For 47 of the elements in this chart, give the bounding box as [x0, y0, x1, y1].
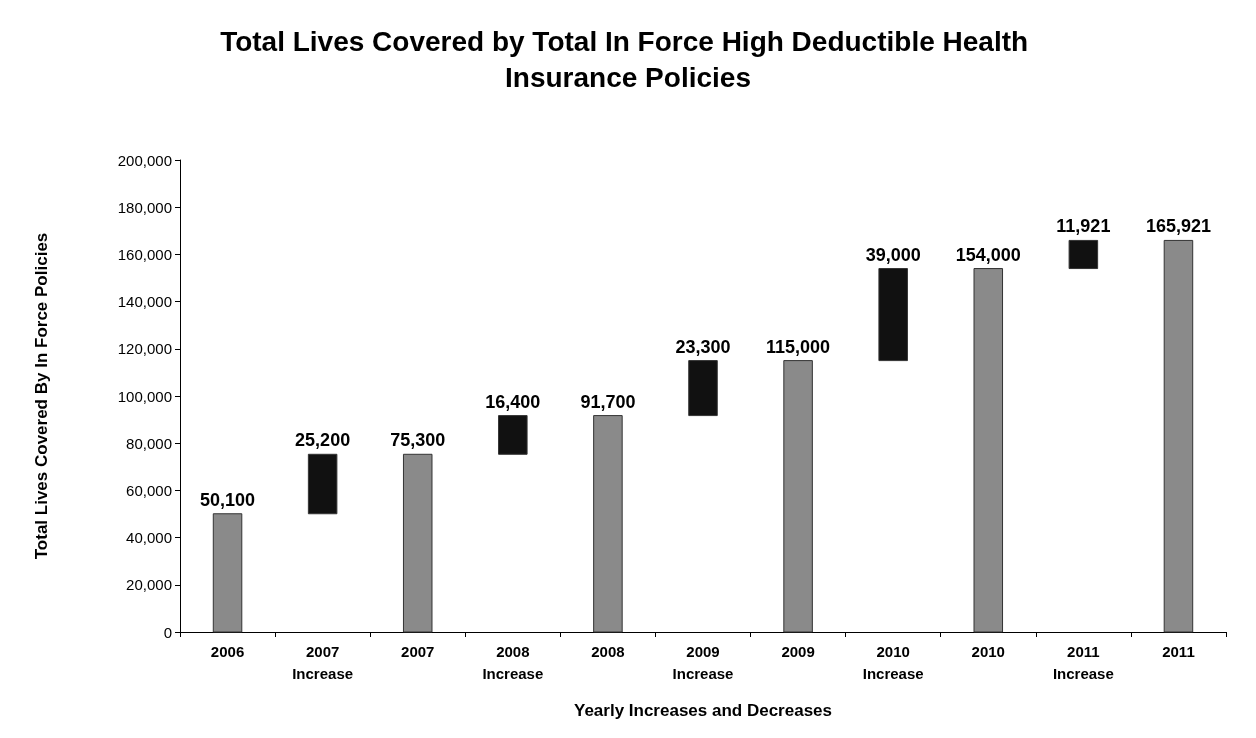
y-tick-label: 120,000 [117, 340, 172, 358]
y-tick-label: 60,000 [126, 481, 172, 499]
x-tick-label: 2010 Increase [862, 642, 924, 682]
x-tick-label: 2007 [401, 642, 435, 660]
y-axis-title: Total Lives Covered By In Force Policies [32, 232, 51, 560]
bar [1068, 239, 1099, 270]
y-tick-label: 200,000 [117, 151, 172, 169]
y-tick-label: 20,000 [126, 576, 172, 594]
x-tick-label: 2011 Increase [1052, 642, 1114, 682]
x-tick-label: 2007 Increase [292, 642, 354, 682]
data-label: 23,300 [675, 336, 731, 357]
x-tick-label: 2008 [591, 642, 625, 660]
y-tick-label: 100,000 [117, 387, 172, 405]
data-label: 165,921 [1145, 216, 1211, 237]
bar [1163, 239, 1194, 633]
bar [973, 268, 1004, 633]
x-axis-title: Yearly Increases and Decreases [573, 701, 833, 720]
x-tick-label: 2009 [781, 642, 815, 660]
y-tick-label: 40,000 [126, 529, 172, 547]
chart-title: Total Lives Covered by Total In Force High Deductible Health Insurance Policies [220, 25, 1036, 93]
y-tick-label: 80,000 [126, 434, 172, 452]
bar [783, 360, 813, 633]
data-label: 154,000 [955, 244, 1021, 265]
x-tick-label: 2011 [1162, 642, 1195, 660]
y-tick-label: 180,000 [117, 198, 172, 216]
bar [878, 268, 908, 362]
data-label: 16,400 [485, 391, 541, 412]
data-label: 25,200 [295, 430, 351, 451]
x-tick-label: 2008 Increase [482, 642, 544, 682]
data-label: 11,921 [1056, 216, 1111, 237]
bar [402, 453, 433, 633]
bar [307, 453, 338, 515]
data-label: 75,300 [390, 430, 446, 451]
x-tick-label: 2006 [210, 642, 245, 660]
y-tick-label: 0 [163, 623, 172, 641]
bar [212, 513, 243, 633]
bar [498, 415, 528, 455]
y-tick-label: 160,000 [117, 245, 172, 263]
data-label: 50,100 [200, 489, 256, 510]
bar [593, 415, 623, 633]
x-tick-label: 2009 Increase [672, 642, 734, 682]
data-label: 91,700 [580, 391, 636, 412]
bar [688, 360, 718, 417]
x-tick-label: 2010 [971, 642, 1005, 660]
y-tick-label: 140,000 [117, 293, 172, 311]
data-label: 115,000 [766, 336, 831, 357]
data-label: 39,000 [865, 244, 921, 265]
